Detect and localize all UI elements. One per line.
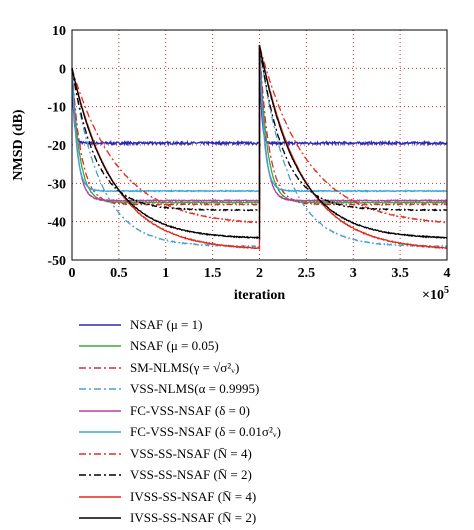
- legend-label: IVSS-SS-NSAF (N̄ = 4): [130, 488, 257, 504]
- legend-item: NSAF (μ = 1): [78, 314, 468, 336]
- x-tick-label: 2: [256, 266, 263, 281]
- legend-item: FC-VSS-NSAF (δ = 0.01σ²ᵥ): [78, 422, 468, 444]
- x-tick-label: 3: [350, 266, 357, 281]
- series-line: [71, 45, 448, 212]
- y-axis-label: NMSD (dB): [11, 109, 26, 181]
- series-line: [71, 45, 448, 207]
- legend-swatch: [79, 453, 121, 455]
- legend-item: NSAF (μ = 0.05): [78, 336, 468, 358]
- legend-swatch: [79, 367, 121, 369]
- y-tick-label: 10: [52, 24, 66, 39]
- plot-frame: [71, 29, 448, 261]
- legend-label: IVSS-SS-NSAF (N̄ = 2): [130, 510, 257, 526]
- legend-swatch: [79, 410, 121, 412]
- legend-swatch: [79, 517, 121, 519]
- y-tick-label: -20: [47, 139, 66, 154]
- legend-item: VSS-SS-NSAF (N̄ = 4): [78, 443, 468, 465]
- x-tick-label: 0.5: [110, 266, 128, 281]
- legend: NSAF (μ = 1) NSAF (μ = 0.05) SM-NLMS(γ = √…: [78, 314, 468, 529]
- legend-label: FC-VSS-NSAF (δ = 0): [130, 402, 251, 418]
- legend-swatch: [79, 474, 121, 476]
- legend-item: IVSS-SS-NSAF (N̄ = 4): [78, 486, 468, 508]
- x-tick-label: 1.5: [204, 266, 222, 281]
- series-line: [71, 45, 448, 240]
- y-tick-label: -40: [47, 216, 66, 231]
- series-line: [71, 45, 447, 224]
- legend-label: VSS-NLMS(α = 0.9995): [130, 381, 260, 397]
- x-tick-label: 1: [162, 266, 169, 281]
- legend-label: VSS-SS-NSAF (N̄ = 4): [130, 445, 252, 461]
- y-tick-labels: 10 0 -10 -20 -30 -40 -50: [47, 24, 66, 269]
- legend-item: VSS-NLMS(α = 0.9995): [78, 379, 468, 401]
- legend-swatch: [79, 496, 121, 498]
- y-tick-label: -50: [47, 254, 66, 269]
- legend-swatch: [79, 345, 121, 347]
- legend-item: VSS-SS-NSAF (N̄ = 2): [78, 465, 468, 487]
- y-tick-label: -30: [47, 177, 66, 192]
- x-axis-multiplier: ×105: [422, 285, 449, 303]
- legend-label: NSAF (μ = 1): [130, 316, 203, 332]
- series-line: [71, 45, 448, 147]
- x-axis-label: iteration: [234, 288, 286, 303]
- legend-label: FC-VSS-NSAF (δ = 0.01σ²ᵥ): [130, 424, 281, 440]
- y-tick-label: -10: [47, 101, 66, 116]
- legend-swatch: [79, 324, 121, 326]
- x-tick-label: 2.5: [298, 266, 316, 281]
- x-tick-label: 4: [444, 266, 451, 281]
- x-tick-label: 0: [69, 266, 76, 281]
- legend-item: SM-NLMS(γ = √σ²ᵥ): [78, 357, 468, 379]
- series-lines: [71, 44, 448, 251]
- legend-item: IVSS-SS-NSAF (N̄ = 2): [78, 508, 468, 530]
- series-line: [71, 45, 448, 193]
- legend-label: NSAF (μ = 0.05): [130, 338, 219, 354]
- x-tick-labels: 0 0.5 1 1.5 2 2.5 3 3.5 4: [69, 266, 451, 281]
- legend-item: FC-VSS-NSAF (δ = 0): [78, 400, 468, 422]
- x-tick-label: 3.5: [391, 266, 409, 281]
- legend-swatch: [79, 431, 121, 433]
- legend-label: SM-NLMS(γ = √σ²ᵥ): [130, 359, 240, 375]
- y-tick-label: 0: [59, 62, 66, 77]
- legend-swatch: [79, 388, 121, 390]
- legend-label: VSS-SS-NSAF (N̄ = 2): [130, 467, 252, 483]
- nmsd-chart: 0 0.5 1 1.5 2 2.5 3 3.5 4 10 0 -10 -20 -30 -40 -50 ite…: [11, 24, 451, 303]
